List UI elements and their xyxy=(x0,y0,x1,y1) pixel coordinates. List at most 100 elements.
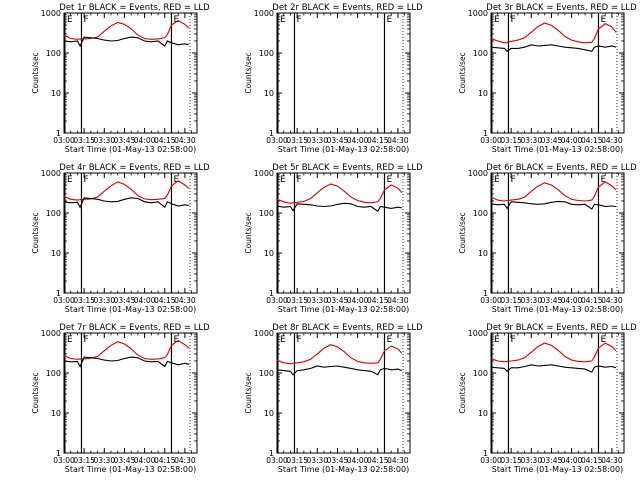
x-tick-label: 03:15 xyxy=(73,456,95,465)
x-tick-label: 03:15 xyxy=(73,296,95,305)
e-marker-label: E xyxy=(600,15,606,25)
series-line-lld xyxy=(276,183,403,204)
y-axis-label: Counts/sec xyxy=(31,52,40,93)
y-tick-label: 1 xyxy=(483,449,488,458)
f-marker-label: F xyxy=(296,335,301,345)
y-tick-label: 100 xyxy=(46,49,61,58)
y-axis-label: Counts/sec xyxy=(244,212,253,253)
series-line-events xyxy=(490,200,616,210)
x-tick-label: 03:30 xyxy=(306,136,328,145)
chart-title: Det 7r BLACK = Events, RED = LLD xyxy=(59,323,210,333)
x-tick-label: 04:00 xyxy=(561,136,583,145)
x-tick-label: 03:00 xyxy=(480,136,502,145)
f-marker-label: F xyxy=(510,335,515,345)
e-marker-label: E xyxy=(280,335,286,345)
e-marker-label: E xyxy=(173,15,179,25)
y-tick-label: 1000 xyxy=(41,9,61,18)
x-tick-label: 03:45 xyxy=(541,296,563,305)
x-tick-label: 03:45 xyxy=(541,136,563,145)
series-line-lld xyxy=(63,180,190,201)
y-tick-label: 10 xyxy=(264,89,274,98)
x-tick-label: 03:30 xyxy=(93,456,115,465)
e-marker-label: E xyxy=(280,15,286,25)
chart-title: Det 8r BLACK = Events, RED = LLD xyxy=(272,323,423,333)
series-line-events xyxy=(63,197,189,209)
y-tick-label: 1 xyxy=(483,129,488,138)
chart-title: Det 5r BLACK = Events, RED = LLD xyxy=(272,163,423,173)
e-marker-label: E xyxy=(386,175,392,185)
y-tick-label: 100 xyxy=(46,369,61,378)
series-line-lld xyxy=(63,19,190,40)
chart-title: Det 6r BLACK = Events, RED = LLD xyxy=(486,163,637,173)
x-tick-label: 03:15 xyxy=(286,456,308,465)
x-tick-label: 04:30 xyxy=(174,296,196,305)
y-tick-label: 1 xyxy=(269,289,274,298)
e-marker-label: E xyxy=(67,15,73,25)
series-line-lld xyxy=(63,339,190,360)
y-tick-label: 1000 xyxy=(254,9,274,18)
x-tick-label: 03:45 xyxy=(114,456,136,465)
series-line-lld xyxy=(276,344,403,365)
x-tick-label: 04:30 xyxy=(387,136,409,145)
y-tick-label: 10 xyxy=(264,249,274,258)
x-tick-label: 03:30 xyxy=(520,296,542,305)
x-tick-label: 04:00 xyxy=(134,456,156,465)
x-tick-label: 03:45 xyxy=(541,456,563,465)
x-tick-label: 03:45 xyxy=(327,456,349,465)
series-line-lld xyxy=(490,342,617,363)
y-axis-label: Counts/sec xyxy=(458,372,467,413)
x-tick-label: 03:15 xyxy=(286,296,308,305)
f-marker-label: F xyxy=(83,15,88,25)
x-tick-label: 04:00 xyxy=(561,296,583,305)
panel-det-7: Det 7r BLACK = Events, RED = LLD 1 10 100 10… xyxy=(31,323,210,474)
plot-frame xyxy=(276,332,411,454)
y-tick-label: 1000 xyxy=(468,9,488,18)
x-tick-label: 03:45 xyxy=(114,136,136,145)
e-marker-label: E xyxy=(386,15,392,25)
e-marker-label: E xyxy=(600,175,606,185)
y-tick-label: 1 xyxy=(269,129,274,138)
x-tick-label: 03:15 xyxy=(286,136,308,145)
y-tick-label: 100 xyxy=(259,209,274,218)
x-tick-label: 04:30 xyxy=(601,136,623,145)
y-tick-label: 10 xyxy=(478,409,488,418)
series-line-events xyxy=(490,44,617,53)
chart-title: Det 9r BLACK = Events, RED = LLD xyxy=(486,323,637,333)
plot-frame xyxy=(63,332,198,454)
plot-frame xyxy=(490,12,625,134)
x-tick-label: 03:45 xyxy=(327,296,349,305)
x-tick-label: 03:30 xyxy=(93,136,115,145)
x-tick-label: 04:15 xyxy=(367,136,389,145)
x-tick-label: 04:00 xyxy=(347,296,369,305)
x-tick-label: 03:30 xyxy=(306,296,328,305)
x-tick-label: 03:30 xyxy=(93,296,115,305)
series-line-events xyxy=(276,365,403,376)
y-tick-label: 100 xyxy=(473,49,488,58)
x-tick-label: 04:30 xyxy=(174,456,196,465)
x-tick-label: 04:00 xyxy=(347,136,369,145)
y-tick-label: 1000 xyxy=(468,329,488,338)
x-tick-label: 03:30 xyxy=(306,456,328,465)
y-tick-label: 10 xyxy=(264,409,274,418)
x-tick-label: 04:15 xyxy=(581,296,603,305)
f-marker-label: F xyxy=(510,175,515,185)
y-tick-label: 1 xyxy=(483,289,488,298)
x-tick-label: 03:45 xyxy=(327,136,349,145)
y-tick-label: 1000 xyxy=(254,329,274,338)
chart-title: Det 4r BLACK = Events, RED = LLD xyxy=(59,163,210,173)
x-axis-label: Start Time (01-May-13 02:58:00) xyxy=(492,305,623,314)
x-tick-label: 03:00 xyxy=(53,296,75,305)
y-tick-label: 1 xyxy=(269,449,274,458)
y-tick-label: 10 xyxy=(478,89,488,98)
e-marker-label: E xyxy=(494,175,500,185)
plot-frame xyxy=(63,172,198,294)
y-tick-label: 10 xyxy=(478,249,488,258)
y-tick-label: 10 xyxy=(51,409,61,418)
f-marker-label: F xyxy=(83,335,88,345)
x-tick-label: 04:00 xyxy=(134,136,156,145)
y-tick-label: 100 xyxy=(473,369,488,378)
y-tick-label: 100 xyxy=(46,209,61,218)
x-tick-label: 04:15 xyxy=(367,296,389,305)
e-marker-label: E xyxy=(280,175,286,185)
